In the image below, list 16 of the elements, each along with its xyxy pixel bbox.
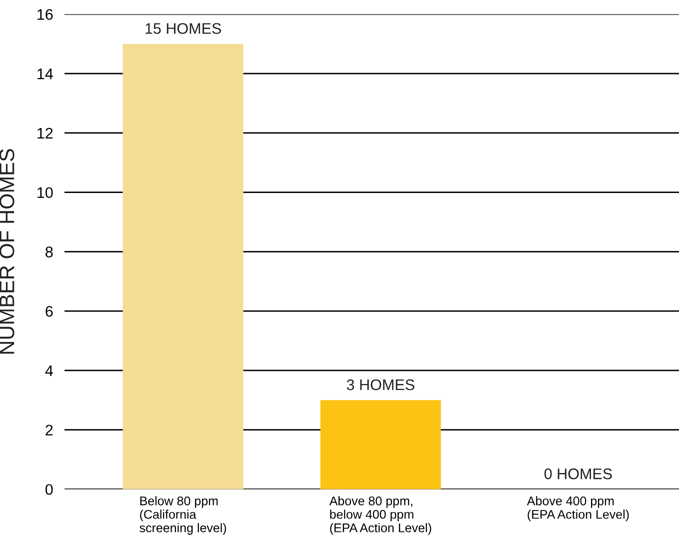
y-tick-label: 10 (38, 187, 53, 198)
x-tick-label: Above 80 ppm, below 400 ppm (EPA Action Level) (329, 496, 432, 535)
y-tick-label: 16 (38, 9, 53, 20)
data-label: 15 HOMES (146, 23, 221, 34)
y-tick-label: 12 (38, 128, 53, 138)
y-tick-label: 0 (45, 484, 53, 495)
data-label: 0 HOMES (544, 468, 612, 480)
x-tick-label: Below 80 ppm (California screening level) (140, 496, 226, 535)
y-tick-label: 6 (46, 306, 53, 317)
data-label: 3 HOMES (346, 379, 414, 390)
y-tick-label: 8 (46, 246, 53, 258)
y-tick-label: 2 (46, 424, 53, 436)
y-tick-label: 14 (38, 68, 53, 80)
x-tick-label: Above 400 ppm (EPA Action Level) (526, 496, 629, 522)
y-tick-label: 4 (45, 365, 53, 376)
y-axis-title: NUMBER OF HOMES (0, 149, 14, 354)
